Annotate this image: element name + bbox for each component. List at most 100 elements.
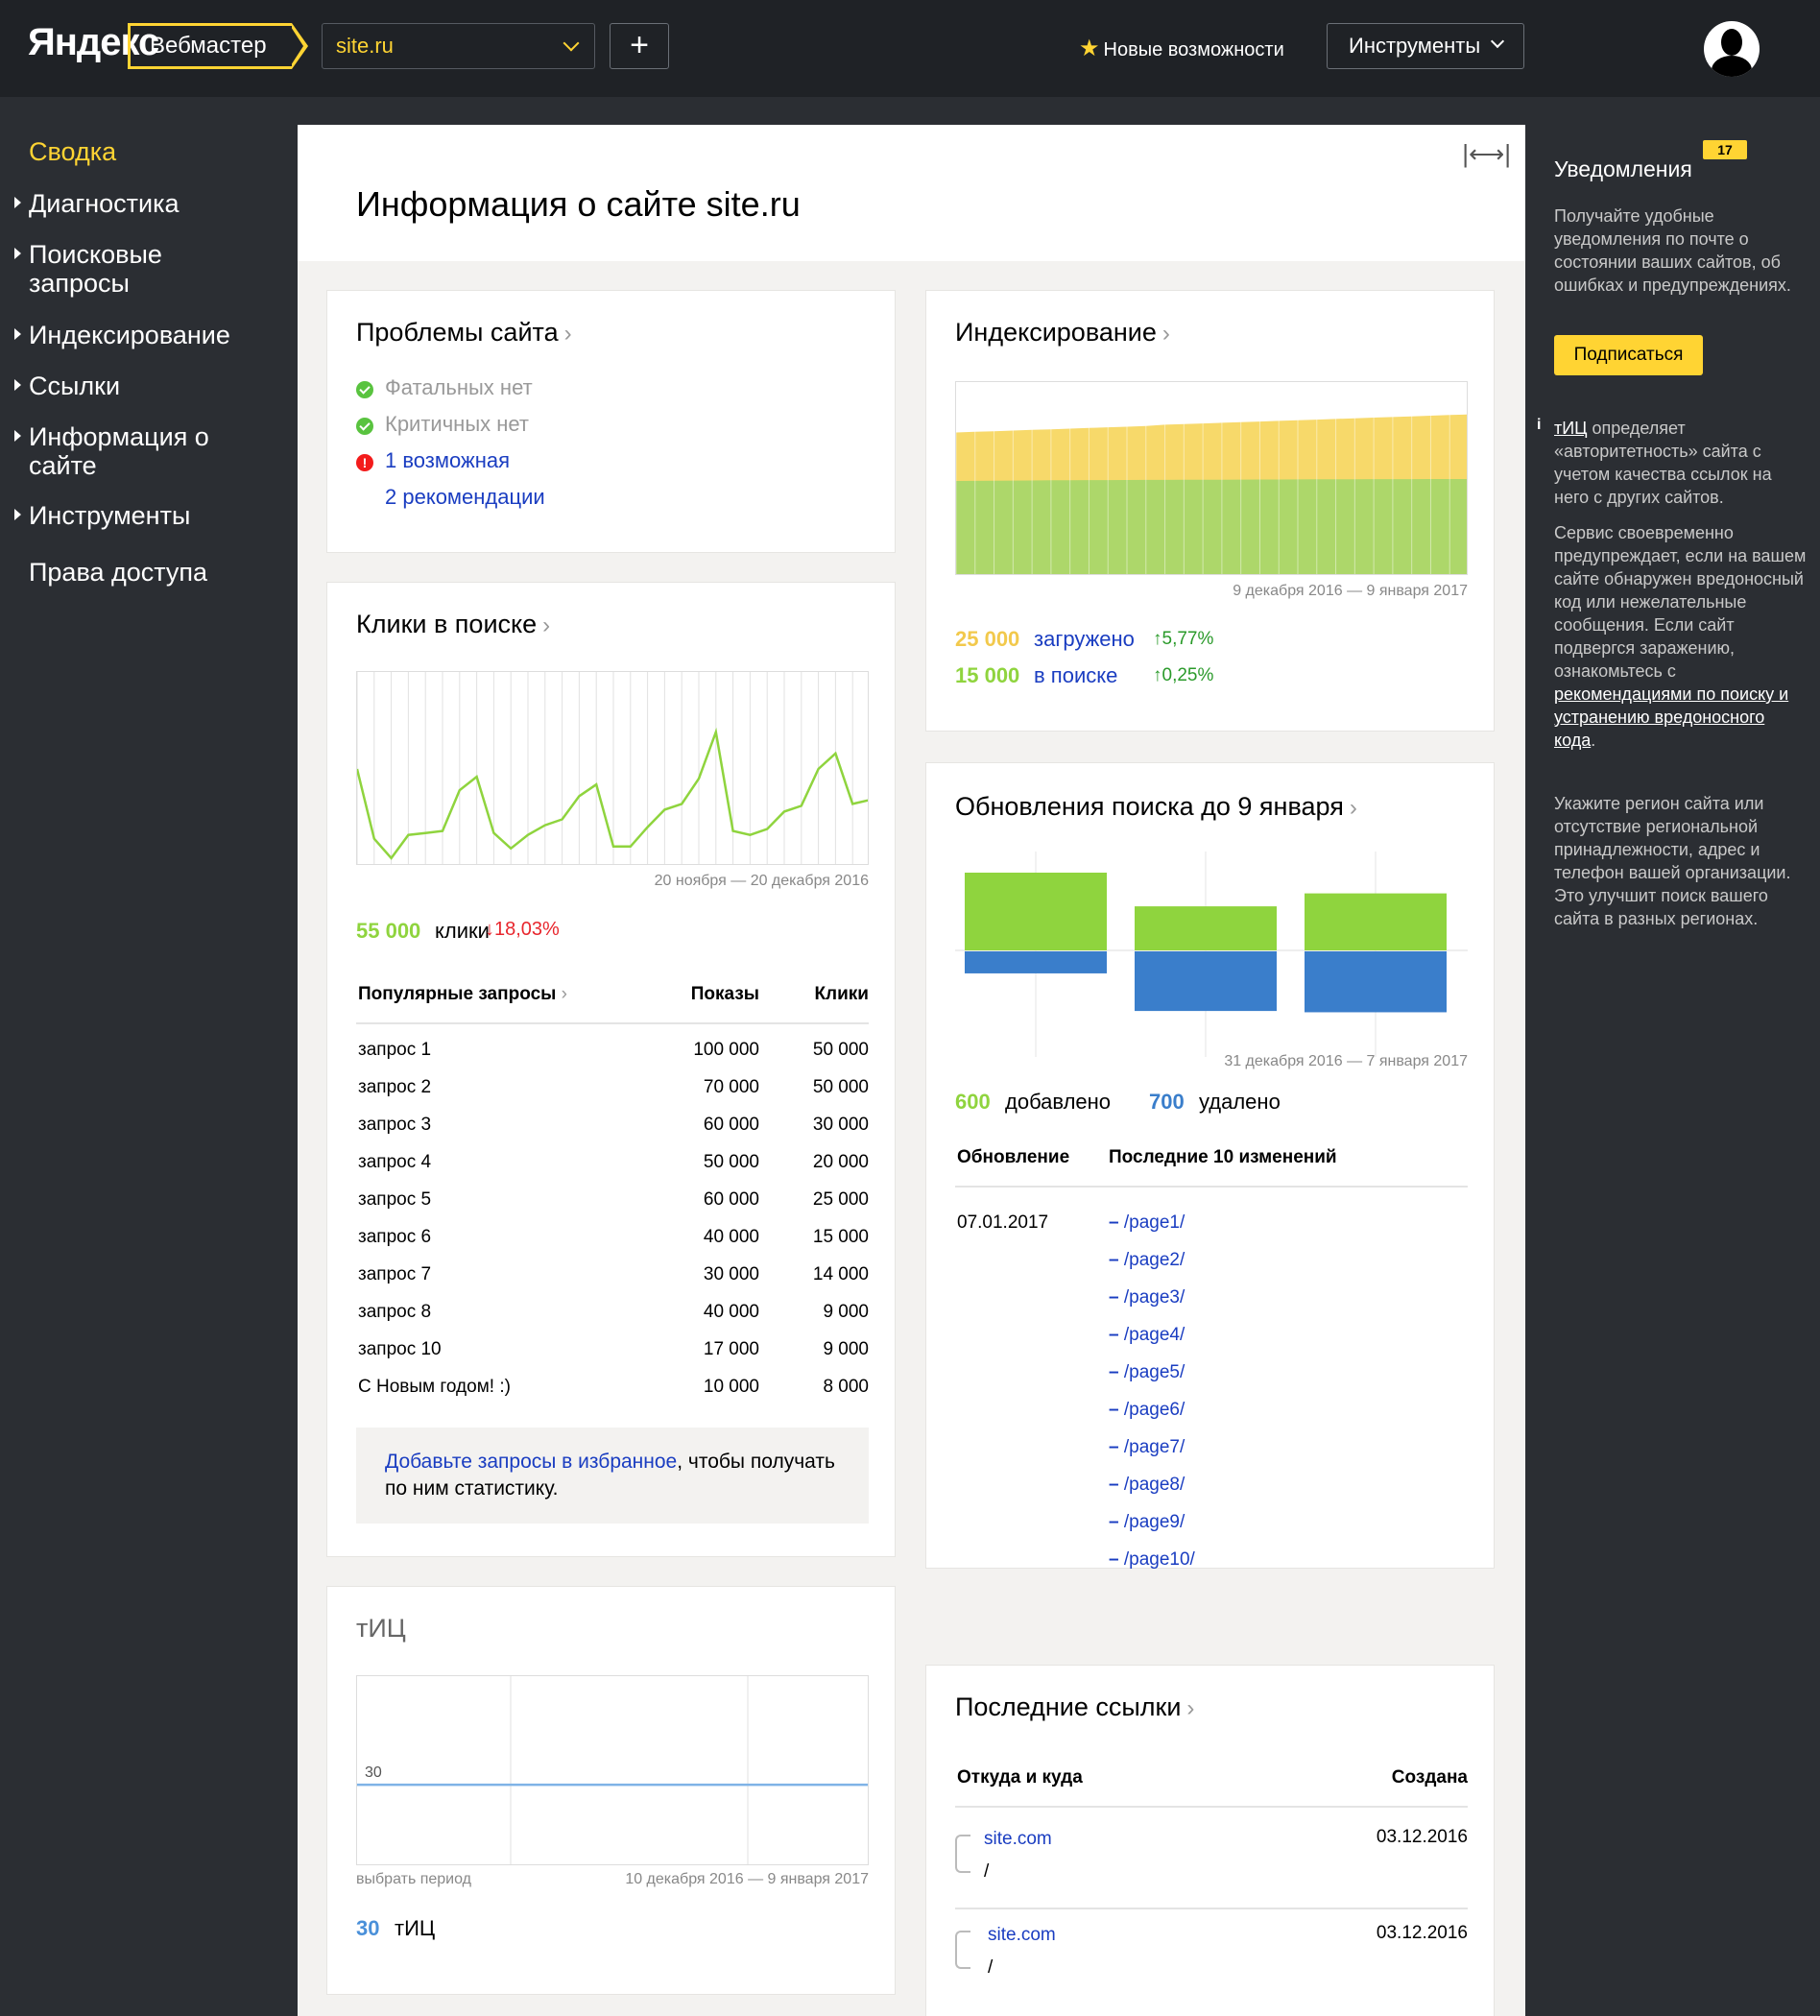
card-title[interactable]: Клики в поиске › [356, 610, 550, 639]
sidebar-item-diagnostics[interactable]: Диагностика [14, 189, 180, 218]
problem-recommendations-link[interactable]: 2 рекомендации [385, 485, 545, 509]
clicks-change: ↓18,03% [485, 919, 560, 940]
changed-page-link[interactable]: – /page4/ [1109, 1325, 1185, 1346]
loaded-change: ↑5,77% [1153, 629, 1214, 649]
card-title[interactable]: Индексирование › [955, 318, 1170, 348]
sidebar-item-label: Поисковые запросы [29, 240, 162, 298]
query-text[interactable]: запрос 3 [358, 1115, 432, 1135]
new-features-label: Новые возможности [1103, 39, 1284, 60]
card-title-text: Последние ссылки [955, 1692, 1182, 1721]
removed-dash-icon: – [1109, 1250, 1124, 1270]
link-source[interactable]: site.com [988, 1925, 1056, 1945]
changed-page-link[interactable]: – /page3/ [1109, 1287, 1185, 1308]
tic-help-link[interactable]: тИЦ [1554, 419, 1588, 438]
updates-bar-chart[interactable] [955, 852, 1468, 1057]
query-text[interactable]: запрос 1 [358, 1040, 432, 1060]
query-text[interactable]: запрос 10 [358, 1339, 442, 1359]
changed-page-path: /page10/ [1123, 1549, 1195, 1570]
tic-line-chart[interactable]: 30 [356, 1675, 869, 1865]
changes-column-header: Последние 10 изменений [1109, 1147, 1337, 1167]
chevron-right-icon: › [1349, 795, 1357, 821]
select-period-link[interactable]: выбрать период [356, 1871, 471, 1887]
added-bar [965, 873, 1107, 950]
sidebar-item-access[interactable]: Права доступа [29, 558, 208, 587]
indexing-area-chart[interactable] [955, 381, 1468, 575]
link-source[interactable]: site.com [984, 1829, 1052, 1849]
sidebar-item-search-queries[interactable]: Поисковые запросы [14, 240, 211, 298]
tic-info-body: определяет «авторитетность» сайта с учет… [1554, 419, 1772, 507]
changed-page-link[interactable]: – /page1/ [1109, 1212, 1185, 1234]
added-label: добавлено [1005, 1090, 1112, 1114]
add-site-button[interactable]: + [610, 23, 669, 69]
card-title[interactable]: Проблемы сайта › [356, 318, 572, 348]
removed-dash-icon: – [1109, 1475, 1124, 1495]
query-text[interactable]: запрос 4 [358, 1152, 432, 1172]
changed-page-link[interactable]: – /page6/ [1109, 1400, 1185, 1421]
popular-queries-header[interactable]: Популярные запросы › [358, 984, 567, 1005]
hint-text: , чтобы получать по ним статистику. [385, 1451, 835, 1500]
triangle-right-icon [14, 430, 21, 442]
query-clicks: 50 000 [812, 1040, 869, 1060]
sidebar-item-site-info[interactable]: Информация о сайте [14, 422, 211, 480]
link-target[interactable]: / [984, 1861, 990, 1882]
column-header: Популярные запросы [358, 984, 557, 1004]
card-title[interactable]: Обновления поиска до 9 января › [955, 792, 1357, 822]
problem-possible-link[interactable]: 1 возможная [385, 448, 510, 472]
tic-info-text: тИЦ определяет «авторитетность» сайта с … [1554, 417, 1808, 509]
card-title-text: Обновления поиска до 9 января [955, 792, 1344, 821]
notifications-panel: Уведомления 17 Получайте удобные уведомл… [1525, 97, 1820, 2016]
query-text[interactable]: запрос 5 [358, 1189, 432, 1210]
malware-recommendations-link[interactable]: рекомендациями по поиску и устранению вр… [1554, 684, 1789, 750]
sidebar-item-links[interactable]: Ссылки [14, 372, 120, 400]
changed-page-link[interactable]: – /page5/ [1109, 1362, 1185, 1383]
changed-page-link[interactable]: – /page10/ [1109, 1549, 1195, 1571]
changed-page-path: /page6/ [1123, 1400, 1185, 1420]
tic-card: тИЦ 30 выбрать период 10 декабря 2016 — … [326, 1586, 896, 1995]
loaded-link[interactable]: загружено [1034, 627, 1135, 651]
in-search-link[interactable]: в поиске [1034, 663, 1118, 687]
card-title-text: Клики в поиске [356, 610, 538, 638]
clicks-line-chart[interactable] [356, 671, 869, 865]
query-clicks: 9 000 [823, 1302, 869, 1322]
query-text[interactable]: запрос 2 [358, 1077, 432, 1097]
query-shows: 60 000 [703, 1115, 759, 1135]
changed-page-link[interactable]: – /page8/ [1109, 1475, 1185, 1496]
notifications-count-badge: 17 [1703, 140, 1747, 159]
subscribe-button[interactable]: Подписаться [1554, 335, 1703, 375]
user-avatar[interactable] [1704, 21, 1760, 77]
sidebar-item-indexing[interactable]: Индексирование [14, 321, 230, 349]
query-text[interactable]: С Новым годом! :) [358, 1377, 511, 1397]
changed-page-link[interactable]: – /page7/ [1109, 1437, 1185, 1458]
yandex-logo[interactable]: Яндекс [28, 21, 159, 63]
tic-axis-label: 30 [365, 1764, 382, 1781]
star-icon: ★ [1079, 36, 1100, 61]
link-target[interactable]: / [988, 1957, 994, 1978]
add-favorites-link[interactable]: Добавьте запросы в избранное [385, 1451, 678, 1473]
query-clicks: 20 000 [812, 1152, 869, 1172]
sidebar-item-tools[interactable]: Инструменты [14, 501, 190, 530]
added-count: 600 [955, 1090, 991, 1114]
query-shows: 60 000 [703, 1189, 759, 1210]
changed-page-link[interactable]: – /page9/ [1109, 1512, 1185, 1533]
new-features-link[interactable]: ★ Новые возможности [1079, 35, 1284, 62]
changed-page-link[interactable]: – /page2/ [1109, 1250, 1185, 1271]
query-text[interactable]: запрос 6 [358, 1227, 432, 1247]
info-icon: i [1537, 417, 1542, 433]
expand-width-icon[interactable]: |⟷| [1462, 139, 1511, 168]
tools-menu-button[interactable]: Инструменты [1327, 23, 1524, 69]
query-text[interactable]: запрос 8 [358, 1302, 432, 1322]
removed-dash-icon: – [1109, 1362, 1124, 1382]
webmaster-service-button[interactable]: Вебмастер [128, 23, 308, 69]
sidebar-item-summary[interactable]: Сводка [29, 137, 117, 166]
search-clicks-card: Клики в поиске › 20 ноября — 20 декабря 2… [326, 582, 896, 1557]
site-select[interactable]: site.ru [322, 23, 595, 69]
loaded-count: 25 000 [955, 627, 1020, 651]
in-search-change: ↑0,25% [1153, 665, 1214, 685]
card-title[interactable]: Последние ссылки › [955, 1692, 1194, 1722]
clicks-total: 55 000 [356, 919, 421, 943]
region-info-text: Укажите регион сайта или отсутствие реги… [1554, 794, 1791, 928]
chevron-right-icon: › [1161, 321, 1170, 347]
query-text[interactable]: запрос 7 [358, 1264, 432, 1284]
query-shows: 17 000 [703, 1339, 759, 1359]
avatar-head [1721, 29, 1742, 56]
